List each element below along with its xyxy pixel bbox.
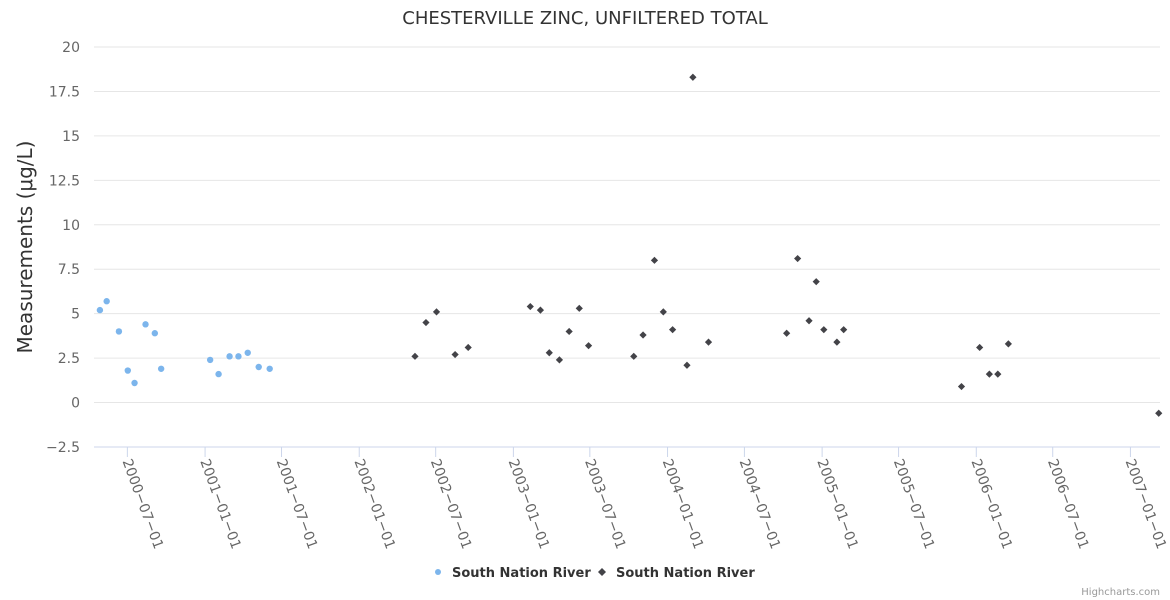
data-point — [255, 363, 262, 371]
legend-item-series-2[interactable]: South Nation River — [598, 566, 755, 581]
data-point — [783, 329, 791, 337]
data-point — [794, 254, 802, 263]
data-point — [1155, 409, 1163, 417]
plot-area — [96, 73, 1163, 417]
y-axis-tick-labels: −2.5 0 2.5 5 7.5 10 12.5 15 17.5 20 — [46, 40, 80, 456]
data-point — [650, 256, 659, 264]
data-point — [464, 343, 472, 352]
data-point — [994, 370, 1002, 378]
data-point — [96, 306, 104, 314]
data-point — [669, 326, 677, 334]
y-tick-label: 17.5 — [49, 84, 80, 100]
data-point — [157, 365, 165, 372]
legend-diamond-marker-icon — [598, 568, 606, 576]
data-point — [526, 302, 534, 311]
data-point — [555, 356, 564, 364]
credits-link[interactable]: Highcharts.com — [1081, 587, 1160, 598]
data-point — [131, 379, 138, 387]
legend-label-series-1: South Nation River — [452, 566, 591, 581]
data-point — [226, 353, 233, 360]
y-tick-label: 5 — [71, 307, 80, 323]
legend-circle-marker-icon — [435, 569, 441, 575]
data-point — [820, 326, 828, 334]
data-point — [432, 308, 441, 316]
data-point — [689, 73, 697, 81]
data-point — [812, 278, 820, 286]
data-point — [215, 370, 222, 378]
data-point — [976, 343, 984, 352]
y-tick-label: 20 — [62, 40, 80, 56]
data-point — [957, 382, 966, 391]
y-axis-title: Measurements (μg/L) — [13, 141, 37, 354]
data-point — [985, 370, 993, 378]
y-tick-label: 10 — [62, 218, 80, 234]
data-point — [266, 365, 273, 372]
data-point — [151, 330, 159, 337]
data-point — [235, 353, 242, 360]
data-point — [124, 367, 131, 374]
data-point — [704, 338, 713, 346]
y-tick-label: 2.5 — [58, 351, 80, 367]
legend: South Nation River South Nation River — [435, 566, 755, 581]
data-point — [639, 331, 647, 339]
data-point — [422, 318, 430, 327]
data-point — [244, 349, 251, 356]
data-point — [630, 352, 638, 360]
data-point — [565, 327, 573, 336]
data-point — [833, 338, 841, 346]
data-point — [840, 326, 848, 334]
y-tick-label: −2.5 — [46, 440, 80, 456]
data-point — [575, 304, 583, 312]
data-point — [115, 328, 123, 335]
chart-title: CHESTERVILLE ZINC, UNFILTERED TOTAL — [402, 8, 767, 29]
data-point — [451, 350, 459, 359]
data-point — [659, 308, 667, 316]
series-2 — [411, 73, 1163, 417]
series-1 — [96, 298, 273, 387]
data-point — [683, 361, 691, 369]
y-tick-label: 0 — [71, 396, 80, 412]
y-tick-label: 12.5 — [49, 173, 80, 189]
grid-lines — [94, 46, 1160, 404]
data-point — [206, 356, 214, 364]
y-tick-label: 15 — [62, 129, 80, 145]
data-point — [536, 306, 545, 314]
data-point — [545, 349, 553, 357]
data-point — [805, 317, 813, 325]
data-point — [411, 352, 419, 360]
legend-label-series-2: South Nation River — [616, 566, 755, 581]
data-point — [142, 321, 149, 328]
y-tick-label: 7.5 — [58, 262, 80, 278]
data-point — [1004, 340, 1012, 348]
legend-item-series-1[interactable]: South Nation River — [435, 566, 591, 581]
data-point — [103, 298, 110, 305]
data-point — [584, 342, 593, 350]
